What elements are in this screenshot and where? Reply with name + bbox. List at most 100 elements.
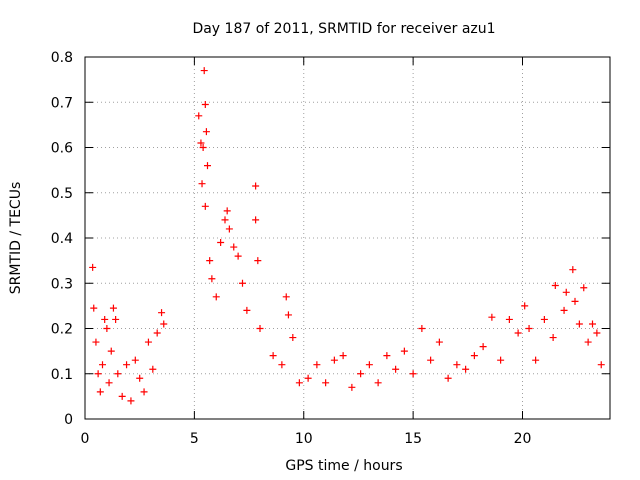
data-point (374, 379, 382, 387)
data-point (597, 361, 605, 369)
data-point (418, 325, 426, 332)
data-point (532, 356, 540, 364)
data-point (295, 379, 303, 387)
data-point (208, 275, 216, 283)
x-tick-label: 0 (81, 431, 90, 447)
y-tick-label: 0.7 (51, 95, 73, 111)
data-point (160, 320, 168, 328)
data-point (284, 311, 292, 319)
data-point (195, 112, 203, 120)
data-point (575, 320, 583, 328)
y-tick-label: 0 (64, 412, 73, 428)
data-point (322, 379, 330, 387)
data-point (562, 288, 570, 296)
data-point (549, 334, 557, 342)
data-point (123, 361, 131, 369)
x-tick-label: 20 (514, 431, 532, 447)
data-point (444, 374, 452, 382)
data-point (462, 365, 470, 373)
data-point (149, 365, 157, 373)
data-point (278, 361, 286, 369)
data-point (580, 284, 588, 292)
data-point (131, 356, 139, 364)
data-point (584, 338, 592, 346)
data-point (427, 356, 435, 364)
y-tick-label: 0.2 (51, 322, 73, 338)
data-point (435, 338, 443, 346)
data-point (365, 361, 373, 369)
data-point (206, 257, 214, 265)
data-point (199, 144, 207, 151)
data-point (521, 302, 529, 310)
data-point (243, 306, 251, 314)
data-point (409, 370, 417, 378)
data-point (201, 101, 209, 109)
axis-ticks: 0 0.1 0.2 0.3 0.4 0.5 0.6 0.7 0.8 0 5 10 15 20 (51, 50, 610, 447)
data-point (313, 361, 321, 369)
data-point (256, 325, 264, 332)
data-point (252, 216, 260, 224)
data-point (392, 365, 400, 373)
data-point (200, 67, 208, 75)
data-point (94, 370, 102, 378)
data-point (99, 361, 106, 369)
data-point (488, 313, 496, 321)
data-point (234, 252, 242, 260)
data-point (204, 162, 211, 170)
data-point (348, 383, 356, 391)
data-point (470, 352, 478, 360)
y-tick-label: 0.8 (51, 50, 73, 66)
data-point (212, 293, 220, 301)
data-point (571, 297, 579, 305)
y-tick-label: 0.1 (51, 367, 73, 383)
data-point (269, 352, 277, 360)
data-point (540, 315, 548, 323)
data-point (289, 334, 297, 342)
data-point (107, 347, 115, 355)
x-tick-label: 5 (190, 431, 199, 447)
data-point (497, 356, 505, 364)
data-point (101, 315, 109, 323)
chart-title: Day 187 of 2011, SRMTID for receiver azu… (192, 21, 495, 37)
data-point (96, 388, 104, 396)
data-point (109, 304, 117, 312)
data-point (118, 392, 126, 400)
data-point (239, 279, 246, 287)
data-point (357, 370, 365, 378)
data-points (89, 67, 605, 405)
data-point (339, 352, 347, 360)
data-point (304, 374, 312, 382)
data-point (140, 388, 148, 396)
data-point (383, 352, 391, 360)
data-point (225, 225, 233, 233)
data-point (330, 356, 338, 364)
data-point (400, 347, 408, 355)
data-point (114, 370, 122, 378)
data-point (505, 315, 513, 323)
y-tick-label: 0.5 (51, 186, 73, 202)
data-point (158, 309, 166, 317)
data-point (202, 128, 210, 136)
data-point (198, 180, 206, 188)
data-point (282, 293, 290, 301)
data-point (223, 207, 231, 215)
y-tick-label: 0.4 (51, 231, 73, 247)
y-axis-label: SRMTID / TECUs (8, 182, 24, 295)
data-point (92, 338, 100, 346)
data-point (112, 315, 120, 323)
data-point (593, 329, 601, 337)
data-point (197, 139, 205, 147)
data-point (551, 282, 559, 290)
data-point (217, 239, 225, 247)
data-point (103, 325, 111, 332)
y-tick-label: 0.3 (51, 276, 73, 292)
data-point (479, 343, 487, 351)
data-point (201, 202, 209, 210)
data-point (90, 304, 98, 312)
data-point (153, 329, 161, 337)
plot-frame (84, 56, 611, 420)
data-point (136, 374, 144, 382)
data-point (525, 325, 533, 332)
data-point (221, 216, 229, 224)
data-point (569, 266, 577, 274)
